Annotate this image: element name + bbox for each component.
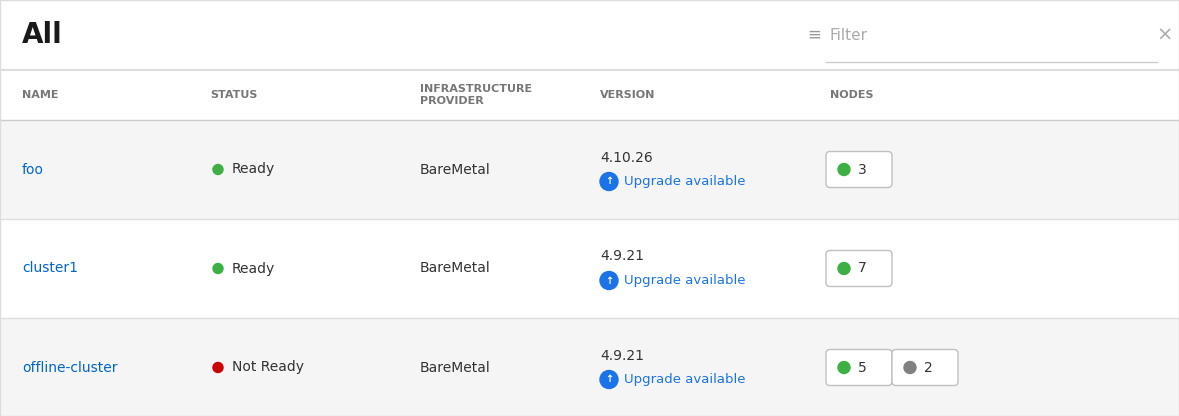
Circle shape (213, 164, 223, 174)
FancyBboxPatch shape (0, 120, 1179, 219)
Text: VERSION: VERSION (600, 90, 656, 100)
Text: ≡: ≡ (808, 26, 822, 44)
Circle shape (600, 173, 618, 191)
Text: 3: 3 (857, 163, 867, 176)
Text: Ready: Ready (232, 163, 275, 176)
Text: Not Ready: Not Ready (232, 361, 304, 374)
FancyBboxPatch shape (0, 318, 1179, 416)
Text: Upgrade available: Upgrade available (624, 373, 745, 386)
Circle shape (600, 371, 618, 389)
FancyBboxPatch shape (893, 349, 959, 386)
Text: ↑: ↑ (605, 374, 613, 384)
Text: INFRASTRUCTURE
PROVIDER: INFRASTRUCTURE PROVIDER (420, 84, 532, 106)
Circle shape (600, 272, 618, 290)
Text: 4.9.21: 4.9.21 (600, 250, 644, 263)
Text: ↑: ↑ (605, 176, 613, 186)
Text: 4.9.21: 4.9.21 (600, 349, 644, 362)
Text: foo: foo (22, 163, 44, 176)
FancyBboxPatch shape (0, 70, 1179, 120)
Text: ×: × (1157, 25, 1173, 45)
Text: NAME: NAME (22, 90, 59, 100)
Circle shape (213, 263, 223, 273)
Circle shape (838, 262, 850, 275)
Text: Upgrade available: Upgrade available (624, 175, 745, 188)
Text: STATUS: STATUS (210, 90, 257, 100)
Circle shape (838, 163, 850, 176)
FancyBboxPatch shape (826, 151, 893, 188)
Text: offline-cluster: offline-cluster (22, 361, 118, 374)
Text: BareMetal: BareMetal (420, 163, 490, 176)
Text: 5: 5 (857, 361, 867, 374)
FancyBboxPatch shape (0, 0, 1179, 70)
Circle shape (904, 362, 916, 374)
FancyBboxPatch shape (0, 219, 1179, 318)
Text: Ready: Ready (232, 262, 275, 275)
Text: 7: 7 (857, 262, 867, 275)
FancyBboxPatch shape (826, 250, 893, 287)
Circle shape (838, 362, 850, 374)
Text: BareMetal: BareMetal (420, 361, 490, 374)
Text: cluster1: cluster1 (22, 262, 78, 275)
Text: BareMetal: BareMetal (420, 262, 490, 275)
Text: 4.10.26: 4.10.26 (600, 151, 653, 164)
FancyBboxPatch shape (826, 349, 893, 386)
Text: ↑: ↑ (605, 275, 613, 285)
Text: NODES: NODES (830, 90, 874, 100)
Text: Upgrade available: Upgrade available (624, 274, 745, 287)
Text: Filter: Filter (830, 27, 868, 42)
Text: All: All (22, 21, 62, 49)
Text: 2: 2 (923, 361, 933, 374)
Circle shape (213, 362, 223, 372)
